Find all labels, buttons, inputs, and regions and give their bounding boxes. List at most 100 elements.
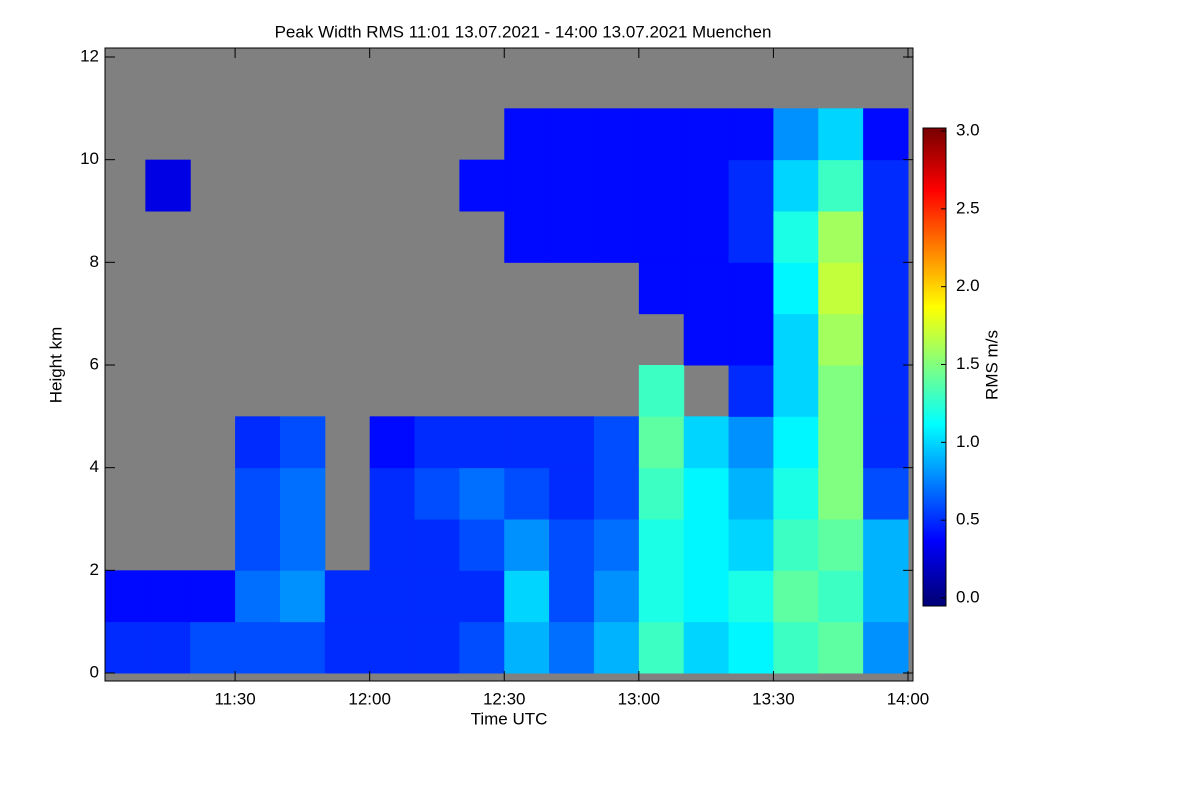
colorbar-step <box>923 274 946 277</box>
colorbar-step <box>923 564 946 567</box>
heatmap-cell <box>145 159 191 212</box>
colorbar-step <box>923 342 946 345</box>
colorbar-step <box>923 408 946 411</box>
heatmap-cell <box>773 159 819 212</box>
colorbar-step <box>923 404 946 407</box>
heatmap-cell <box>863 365 909 417</box>
colorbar-step <box>923 134 946 137</box>
colorbar-step <box>923 362 946 365</box>
heatmap-cell <box>683 621 730 674</box>
colorbar-step <box>923 186 946 189</box>
colorbar-step <box>923 542 946 545</box>
colorbar-tick-label: 0.5 <box>956 510 980 529</box>
heatmap-cell <box>818 416 864 469</box>
colorbar-step <box>923 256 946 259</box>
colorbar-step <box>923 600 946 603</box>
colorbar-step <box>923 438 946 441</box>
colorbar-step <box>923 448 946 451</box>
heatmap-cell <box>279 621 326 674</box>
heatmap-cell <box>504 159 550 212</box>
colorbar-step <box>923 336 946 339</box>
heatmap-cell <box>773 519 819 571</box>
y-tick-label: 10 <box>80 149 99 168</box>
heatmap-cell <box>683 313 730 366</box>
colorbar-step <box>923 582 946 585</box>
heatmap-cell <box>818 570 864 623</box>
heatmap-cell <box>863 211 909 263</box>
heatmap-cell <box>863 416 909 469</box>
colorbar-step <box>923 540 946 543</box>
colorbar-step <box>923 470 946 473</box>
colorbar-step <box>923 440 946 443</box>
colorbar-step <box>923 254 946 257</box>
colorbar-step <box>923 570 946 573</box>
colorbar-step <box>923 268 946 271</box>
colorbar-step <box>923 390 946 393</box>
heatmap-cell <box>279 416 326 469</box>
heatmap-cell <box>504 519 550 571</box>
colorbar-step <box>923 272 946 275</box>
heatmap-cell <box>863 108 909 161</box>
heatmap-cell <box>638 365 685 417</box>
colorbar-step <box>923 484 946 487</box>
colorbar-step <box>923 140 946 143</box>
colorbar-step <box>923 298 946 301</box>
heatmap-cell <box>549 519 595 571</box>
colorbar-step <box>923 292 946 295</box>
colorbar-step <box>923 196 946 199</box>
colorbar-step <box>923 316 946 319</box>
y-axis-label: Height km <box>46 327 65 404</box>
heatmap-cell <box>235 570 281 623</box>
heatmap-cell <box>593 211 640 263</box>
colorbar-step <box>923 168 946 171</box>
colorbar-step <box>923 458 946 461</box>
heatmap-cell <box>638 211 685 263</box>
colorbar-step <box>923 502 946 505</box>
heatmap-cell <box>683 416 730 469</box>
colorbar-step <box>923 130 946 133</box>
y-tick-label: 6 <box>90 354 99 373</box>
colorbar-step <box>923 406 946 409</box>
colorbar-step <box>923 148 946 151</box>
colorbar-step <box>923 340 946 343</box>
colorbar-step <box>923 388 946 391</box>
colorbar-step <box>923 478 946 481</box>
chart-title: Peak Width RMS 11:01 13.07.2021 - 14:00 … <box>275 22 772 41</box>
colorbar-step <box>923 300 946 303</box>
heatmap-cell <box>369 621 416 674</box>
heatmap-cell <box>638 570 685 623</box>
heatmap-cell <box>459 416 505 469</box>
colorbar-step <box>923 370 946 373</box>
heatmap-cell <box>863 159 909 212</box>
heatmap-cell <box>145 570 191 623</box>
colorbar-step <box>923 464 946 467</box>
colorbar-step <box>923 226 946 229</box>
colorbar-step <box>923 508 946 511</box>
colorbar-step <box>923 574 946 577</box>
colorbar-step <box>923 512 946 515</box>
colorbar-step <box>923 418 946 421</box>
heatmap-cell <box>728 365 774 417</box>
colorbar-step <box>923 584 946 587</box>
heatmap-cell <box>235 621 281 674</box>
heatmap-cell <box>414 519 460 571</box>
colorbar-step <box>923 386 946 389</box>
colorbar-step <box>923 278 946 281</box>
colorbar-step <box>923 306 946 309</box>
heatmap-cell <box>683 159 730 212</box>
heatmap-cell <box>549 416 595 469</box>
colorbar-step <box>923 348 946 351</box>
heatmap-cell <box>593 467 640 520</box>
heatmap-cell <box>414 621 460 674</box>
colorbar-step <box>923 138 946 141</box>
colorbar-step <box>923 586 946 589</box>
colorbar-step <box>923 270 946 273</box>
x-tick-label: 11:30 <box>214 689 255 708</box>
heatmap-cell <box>235 519 281 571</box>
heatmap-cell <box>549 159 595 212</box>
heatmap-cell <box>638 262 685 315</box>
colorbar-step <box>923 496 946 499</box>
heatmap-cell <box>818 519 864 571</box>
colorbar-step <box>923 522 946 525</box>
colorbar-step <box>923 392 946 395</box>
